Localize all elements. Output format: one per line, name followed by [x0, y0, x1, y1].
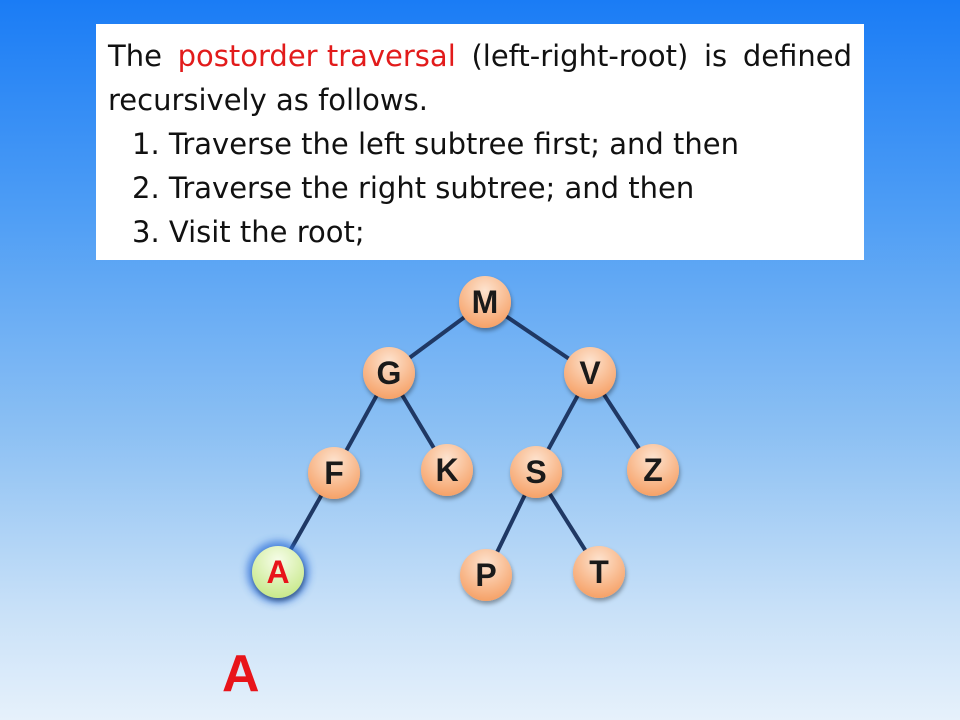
node-P-label: P [475, 557, 496, 593]
node-M: M [459, 276, 511, 328]
node-P-circle [460, 549, 512, 601]
node-S-circle [510, 446, 562, 498]
definition-line-2: recursively as follows. [108, 83, 428, 117]
node-T-label: T [589, 554, 609, 590]
intro-word-is: is [703, 39, 728, 73]
traversal-output: A [222, 645, 268, 703]
node-F-circle [308, 447, 360, 499]
node-K: K [421, 444, 473, 496]
node-G: G [363, 347, 415, 399]
node-V-label: V [579, 355, 601, 391]
intro-word-defined: defined [742, 39, 852, 73]
node-Z: Z [627, 444, 679, 496]
node-K-label: K [435, 452, 458, 488]
step-1: 1. Traverse the left subtree first; and … [132, 127, 739, 161]
node-Z-circle [627, 444, 679, 496]
node-A-label: A [266, 554, 289, 590]
highlight-postorder-traversal: postorder traversal [177, 39, 456, 73]
tree-nodes: M G V F K S Z A P T [247, 276, 679, 603]
node-G-circle [363, 347, 415, 399]
node-G-label: G [377, 355, 402, 391]
node-Z-label: Z [643, 452, 663, 488]
node-F-label: F [324, 455, 344, 491]
step-2: 2. Traverse the right subtree; and then [132, 171, 695, 205]
node-V-circle [564, 347, 616, 399]
node-K-circle [421, 444, 473, 496]
node-S: S [510, 446, 562, 498]
node-F: F [308, 447, 360, 499]
intro-word-the: The [108, 39, 162, 73]
intro-left-right-root: (left-right-root) [471, 39, 689, 73]
node-P: P [460, 549, 512, 601]
node-V: V [564, 347, 616, 399]
tree-edges [276, 300, 655, 576]
definition-line-1: The postorder traversal (left-right-root… [108, 34, 852, 78]
node-T-circle [573, 546, 625, 598]
node-T: T [573, 546, 625, 598]
node-A: A [247, 541, 309, 603]
definition-box: The postorder traversal (left-right-root… [96, 24, 864, 260]
node-A-circle [252, 546, 304, 598]
node-M-circle [459, 276, 511, 328]
node-M-label: M [472, 284, 499, 320]
step-3: 3. Visit the root; [132, 215, 365, 249]
node-S-label: S [525, 454, 546, 490]
